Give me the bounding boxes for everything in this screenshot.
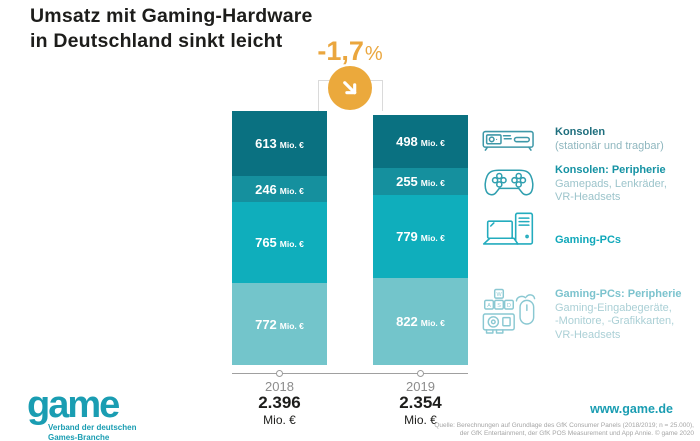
title-line-2: in Deutschland sinkt leicht [30,30,283,52]
bar-segment: 822 Mio. € [373,277,468,365]
axis-marker-2019 [417,370,424,377]
bar-2018: 613 Mio. €246 Mio. €765 Mio. €772 Mio. € [232,111,327,365]
change-percent: -1,7% [260,36,440,67]
legend-title-gaming-pcs: Gaming-PCs [555,233,622,246]
pc-peripherals-icon: W A S D [480,288,555,340]
segment-unit: Mio. € [420,138,445,149]
segment-value: 498 [396,134,418,150]
legend-item-konsolen: Konsolen (stationär und tragbar) [480,126,698,154]
year-label-2018: 2018 [265,379,294,394]
legend-title-konsolen: Konsolen [555,126,606,138]
legend-item-gaming-pcs-peripherie: W A S D Gaming-PCs: Peripherie Gaming-E [480,288,698,342]
gamepad-icon [480,164,555,201]
total-unit-2018: Mio. € [263,413,296,427]
console-icon [480,126,555,154]
change-badge [328,66,372,110]
title-line-1: Umsatz mit Gaming-Hardware [30,5,313,27]
segment-value: 772 [255,316,277,332]
legend-subtitle-gaming-pcs-peripherie: Gaming-Eingabegeräte, -Monitore, -Grafik… [555,301,675,341]
segment-value: 613 [255,136,277,152]
segment-unit: Mio. € [279,140,304,151]
x-axis-line [232,373,468,374]
legend-subtitle-konsolen: (stationär und tragbar) [555,139,664,152]
segment-value: 822 [396,313,418,329]
change-percent-value: -1,7 [317,36,364,66]
bar-segment: 498 Mio. € [373,115,468,169]
segment-unit: Mio. € [279,185,304,196]
game-logo: game [27,384,120,426]
svg-text:W: W [496,292,502,298]
change-percent-sign: % [364,43,383,65]
segment-unit: Mio. € [279,239,304,250]
logo-tagline: Verband der deutschen Games-Branche [48,423,137,441]
legend-title-konsolen-peripherie: Konsolen: Peripherie [555,164,666,176]
total-value-2019: 2.354 [399,393,442,412]
website-link[interactable]: www.game.de [590,402,673,416]
bar-segment: 613 Mio. € [232,111,327,176]
svg-text:D: D [507,303,511,309]
source-note: Quelle: Berechnungen auf Grundlage des G… [434,422,694,437]
bar-2019: 498 Mio. €255 Mio. €779 Mio. €822 Mio. € [373,115,468,365]
total-2018: 2.396 Mio. € [232,393,327,427]
legend-subtitle-konsolen-peripherie: Gamepads, Lenkräder, VR-Headsets [555,177,667,204]
total-value-2018: 2.396 [258,393,301,412]
bar-segment: 765 Mio. € [232,202,327,284]
legend-title-gaming-pcs-peripherie: Gaming-PCs: Peripherie [555,288,682,300]
segment-unit: Mio. € [420,233,445,244]
segment-unit: Mio. € [420,317,445,328]
segment-unit: Mio. € [420,178,445,189]
segment-value: 255 [396,174,418,190]
axis-marker-2018 [276,370,283,377]
total-2019: 2.354 Mio. € [373,393,468,427]
bar-segment: 772 Mio. € [232,283,327,365]
bar-segment: 255 Mio. € [373,168,468,196]
legend-item-konsolen-peripherie: Konsolen: Peripherie Gamepads, Lenkräder… [480,164,698,205]
year-label-2019: 2019 [406,379,435,394]
gaming-pc-icon [480,212,555,254]
segment-unit: Mio. € [279,320,304,331]
svg-text:A: A [487,303,491,309]
total-unit-2019: Mio. € [404,413,437,427]
page-title: Umsatz mit Gaming-Hardware in Deutschlan… [30,4,313,54]
bar-segment: 246 Mio. € [232,176,327,203]
segment-value: 246 [255,181,277,197]
svg-text:S: S [497,303,501,309]
bar-segment: 779 Mio. € [373,195,468,278]
legend-item-gaming-pcs: Gaming-PCs [480,212,698,254]
arrow-down-right-icon [339,77,362,100]
segment-value: 765 [255,235,277,251]
segment-value: 779 [396,229,418,245]
